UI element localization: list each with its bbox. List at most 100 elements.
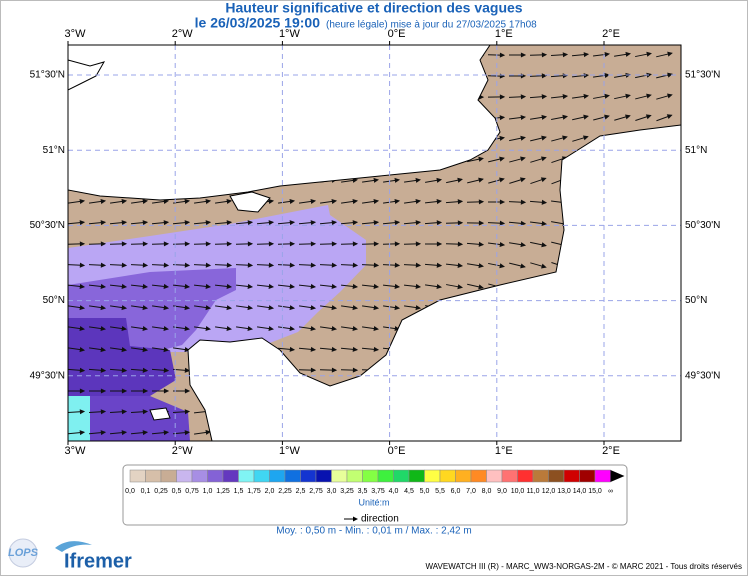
arrow-head — [310, 220, 317, 226]
arrow-head — [247, 283, 254, 289]
arrow-head — [583, 52, 590, 58]
arrow-head — [352, 346, 359, 352]
legend-swatch — [517, 469, 534, 483]
legend-swatch — [207, 469, 224, 483]
arrow-head — [520, 94, 527, 100]
arrow-head — [310, 241, 317, 247]
arrow-head — [268, 283, 275, 289]
arrow-head — [520, 220, 527, 226]
lat-label: 49°30'N — [30, 370, 65, 381]
arrow-head — [331, 198, 338, 204]
land-jersey — [149, 407, 171, 421]
arrow-head — [478, 177, 484, 183]
arrow-head — [373, 262, 380, 268]
legend-label: 3,5 — [358, 488, 368, 495]
arrow-head — [247, 241, 254, 247]
legend-label: 1,25 — [216, 488, 230, 495]
arrow-head — [121, 283, 128, 289]
arrow-head — [415, 262, 422, 268]
arrow-head — [331, 241, 338, 247]
arrow-head — [352, 220, 359, 226]
lon-label: 2°E — [602, 445, 620, 457]
arrow-head — [163, 347, 170, 353]
arrow-head — [499, 199, 506, 205]
arrow-head — [625, 51, 632, 57]
arrow-head — [499, 115, 506, 121]
arrow-head — [205, 241, 212, 247]
arrow-head — [394, 283, 401, 289]
lat-label: 51°30'N — [685, 70, 720, 81]
arrow-head — [352, 326, 359, 332]
arrow-head — [562, 94, 569, 100]
lon-label: 1°E — [495, 445, 513, 457]
arrow-head — [121, 388, 128, 394]
arrow-head — [310, 198, 317, 204]
arrow-head — [184, 326, 191, 332]
arrow-head — [100, 367, 107, 373]
land-wight — [229, 191, 271, 213]
arrow-head — [520, 199, 527, 205]
legend-label: 4,0 — [389, 488, 399, 495]
arrow-head — [205, 220, 212, 226]
arrow-head — [142, 241, 149, 247]
legend-label: ∞ — [608, 488, 613, 495]
legend-swatch — [486, 469, 503, 483]
arrow-head — [268, 262, 275, 268]
legend-label: 7,0 — [466, 488, 476, 495]
arrow-head — [289, 326, 296, 332]
arrow-head — [519, 177, 526, 183]
legend-label: 6,0 — [451, 488, 461, 495]
arrow-head — [142, 262, 149, 268]
arrow-head — [604, 93, 611, 99]
arrow-head — [289, 305, 296, 311]
arrow-head — [289, 262, 296, 268]
arrow-head — [520, 263, 526, 269]
arrow-head — [499, 241, 506, 247]
arrow-head — [394, 262, 401, 268]
arrow-head — [394, 198, 401, 204]
legend-label: 14,0 — [573, 488, 587, 495]
arrow-head — [541, 73, 548, 79]
arrow-head — [331, 346, 338, 352]
arrow-head — [331, 262, 338, 268]
arrow-head — [373, 305, 380, 311]
arrow-head — [667, 51, 673, 57]
arrow-head — [142, 388, 149, 394]
arrow-head — [625, 93, 631, 99]
arrow-head — [184, 305, 191, 311]
arrow-head — [79, 367, 86, 373]
logo-wave — [55, 541, 92, 552]
arrow-head — [457, 262, 464, 268]
lon-label: 3°W — [65, 445, 87, 457]
legend-swatch — [331, 469, 348, 483]
arrow-head — [79, 220, 86, 226]
arrow-head — [415, 241, 422, 247]
arrow-head — [562, 52, 569, 58]
arrow-head — [562, 135, 568, 141]
arrow-head — [457, 177, 463, 183]
arrow-head — [121, 305, 128, 311]
arrow-head — [247, 326, 254, 332]
arrow-head — [540, 156, 547, 162]
arrow-head — [184, 241, 191, 247]
legend-label: 2,5 — [296, 488, 306, 495]
arrow-head — [457, 284, 464, 290]
arrow-head — [79, 388, 86, 394]
legend-arrow — [610, 470, 625, 482]
legend-swatch — [346, 469, 363, 483]
arrow-head — [331, 305, 338, 311]
arrow-head — [142, 409, 149, 415]
legend-label: 4,5 — [404, 488, 414, 495]
arrow-head — [247, 305, 254, 311]
arrow-head — [100, 220, 107, 226]
arrow-head — [604, 51, 611, 58]
legend-swatch — [501, 469, 518, 483]
legend-label: 5,0 — [420, 488, 430, 495]
legend-label: 0,75 — [185, 488, 199, 495]
arrow-head — [289, 346, 296, 352]
arrow-head — [499, 94, 506, 100]
legend-swatch — [377, 469, 394, 483]
arrow-head — [184, 347, 191, 353]
arrow-head — [310, 283, 317, 289]
